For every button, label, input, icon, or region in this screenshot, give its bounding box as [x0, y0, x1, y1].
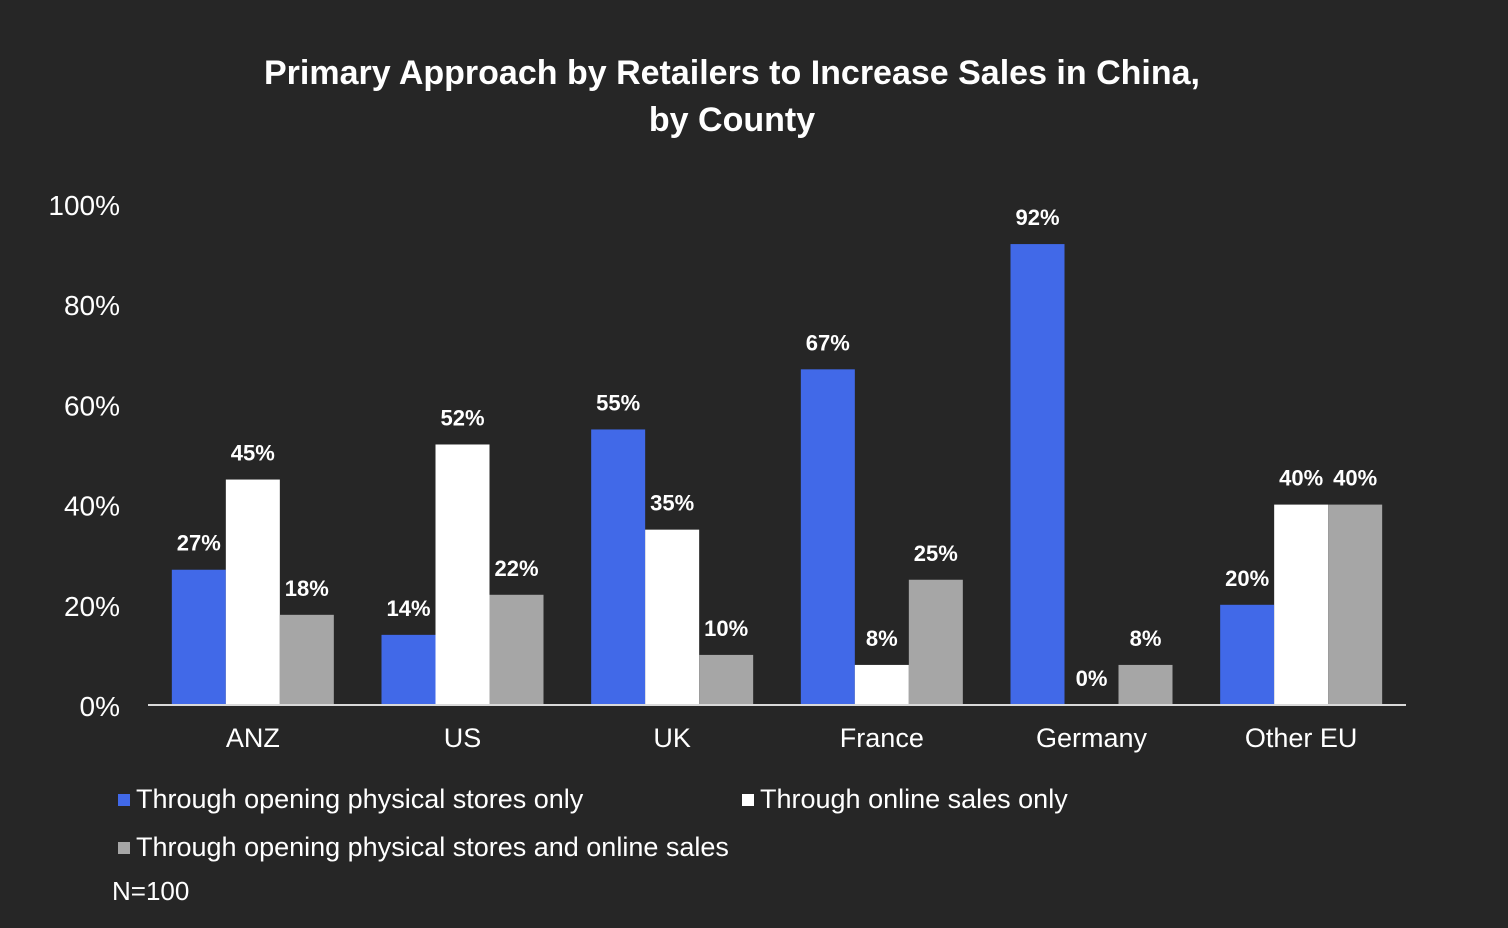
y-tick-label: 40%	[64, 491, 120, 522]
bar	[800, 369, 855, 705]
data-label: 20%	[1225, 566, 1269, 591]
bar	[1274, 504, 1329, 705]
bar	[699, 654, 754, 705]
bar	[908, 579, 963, 705]
legend-swatch-physical	[118, 793, 130, 806]
bar	[1010, 244, 1065, 705]
legend-label-physical: Through opening physical stores only	[136, 784, 584, 814]
data-label: 35%	[650, 491, 694, 516]
bar	[225, 479, 280, 705]
bar	[489, 594, 544, 705]
legend-swatch-both	[118, 841, 130, 854]
data-label: 22%	[494, 556, 538, 581]
data-label: 27%	[177, 531, 221, 556]
data-label: 25%	[914, 541, 958, 566]
data-label: 18%	[285, 576, 329, 601]
bar	[591, 429, 646, 705]
x-tick-label: US	[444, 723, 482, 753]
data-label: 0%	[1076, 666, 1108, 691]
data-label: 55%	[596, 390, 640, 415]
x-tick-label: Other EU	[1245, 723, 1358, 753]
bar	[171, 569, 226, 705]
bar	[1328, 504, 1383, 705]
y-tick-label: 60%	[64, 390, 120, 421]
data-label: 8%	[866, 626, 898, 651]
x-tick-label: France	[840, 723, 924, 753]
x-tick-label: UK	[653, 723, 691, 753]
data-label: 52%	[440, 405, 484, 430]
y-tick-label: 0%	[80, 691, 120, 722]
legend-label-both: Through opening physical stores and onli…	[136, 832, 729, 862]
y-tick-label: 100%	[48, 190, 120, 221]
chart-title: Primary Approach by Retailers to Increas…	[264, 54, 1200, 139]
y-tick-label: 20%	[64, 591, 120, 622]
legend-swatch-online	[742, 793, 754, 806]
y-tick-label: 80%	[64, 290, 120, 321]
bar	[279, 614, 334, 705]
data-label: 14%	[386, 596, 430, 621]
legend-item-physical: Through opening physical stores only	[118, 784, 583, 815]
data-label: 45%	[231, 441, 275, 466]
data-label: 40%	[1279, 466, 1323, 491]
bar	[1118, 664, 1173, 705]
bar	[435, 444, 490, 705]
data-label: 67%	[806, 330, 850, 355]
legend-item-both: Through opening physical stores and onli…	[118, 832, 729, 863]
bar	[645, 529, 700, 705]
sample-size-note: N=100	[112, 876, 190, 906]
data-label: 10%	[704, 616, 748, 641]
data-label: 92%	[1015, 205, 1059, 230]
bar	[854, 664, 909, 705]
data-label: 8%	[1130, 626, 1162, 651]
legend-label-online: Through online sales only	[760, 784, 1068, 814]
x-tick-label: Germany	[1036, 723, 1148, 753]
data-label: 40%	[1333, 466, 1377, 491]
bar	[1220, 604, 1275, 705]
bar	[381, 634, 436, 705]
x-tick-label: ANZ	[226, 723, 280, 753]
legend-item-online: Through online sales only	[742, 784, 1068, 815]
